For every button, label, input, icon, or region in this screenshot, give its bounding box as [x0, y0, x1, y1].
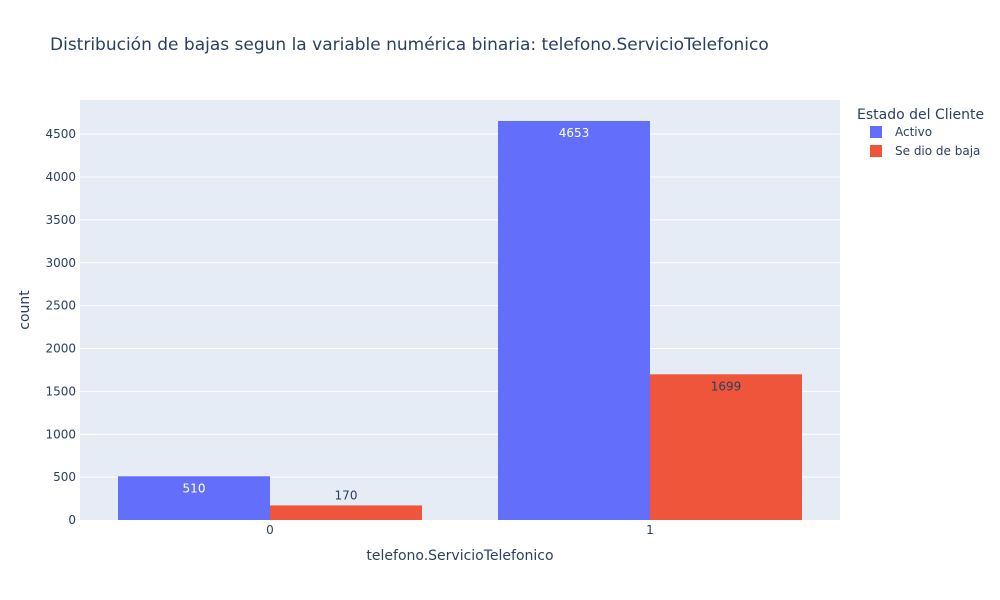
bar-value-label: 1699 — [711, 379, 742, 393]
legend-swatch — [870, 145, 882, 157]
y-tick-label: 4500 — [45, 127, 76, 141]
bar-value-label: 510 — [183, 481, 206, 495]
y-tick-label: 3500 — [45, 213, 76, 227]
legend-swatch — [870, 126, 882, 138]
bar-value-label: 170 — [335, 488, 358, 502]
legend-label: Activo — [895, 125, 932, 139]
y-tick-label: 4000 — [45, 170, 76, 184]
y-tick-label: 2500 — [45, 299, 76, 313]
bar[interactable] — [498, 121, 650, 520]
legend-item[interactable]: Activo — [870, 125, 932, 139]
y-tick-label: 1000 — [45, 427, 76, 441]
y-tick-label: 0 — [68, 513, 76, 527]
legend-item[interactable]: Se dio de baja — [870, 144, 980, 158]
bar[interactable] — [118, 476, 270, 520]
plot-area: 0 500 1000 1500 2000 2500 3000 3500 4000 4500 510 1… — [45, 100, 840, 537]
chart-title: Distribución de bajas segun la variable … — [50, 35, 769, 55]
x-tick-label: 1 — [646, 523, 654, 537]
bar[interactable] — [270, 505, 422, 520]
bar-value-label: 4653 — [559, 126, 590, 140]
legend-title: Estado del Cliente — [857, 107, 984, 123]
y-tick-label: 2000 — [45, 342, 76, 356]
x-axis-title: telefono.ServicioTelefonico — [366, 548, 553, 564]
bar[interactable] — [650, 374, 802, 520]
legend[interactable]: Estado del Cliente Activo Se dio de baja — [857, 107, 984, 158]
y-tick-label: 3000 — [45, 256, 76, 270]
y-tick-label: 1500 — [45, 384, 76, 398]
x-tick-label: 0 — [266, 523, 274, 537]
legend-label: Se dio de baja — [895, 144, 980, 158]
y-axis-title: count — [17, 290, 33, 330]
y-tick-label: 500 — [53, 470, 76, 484]
